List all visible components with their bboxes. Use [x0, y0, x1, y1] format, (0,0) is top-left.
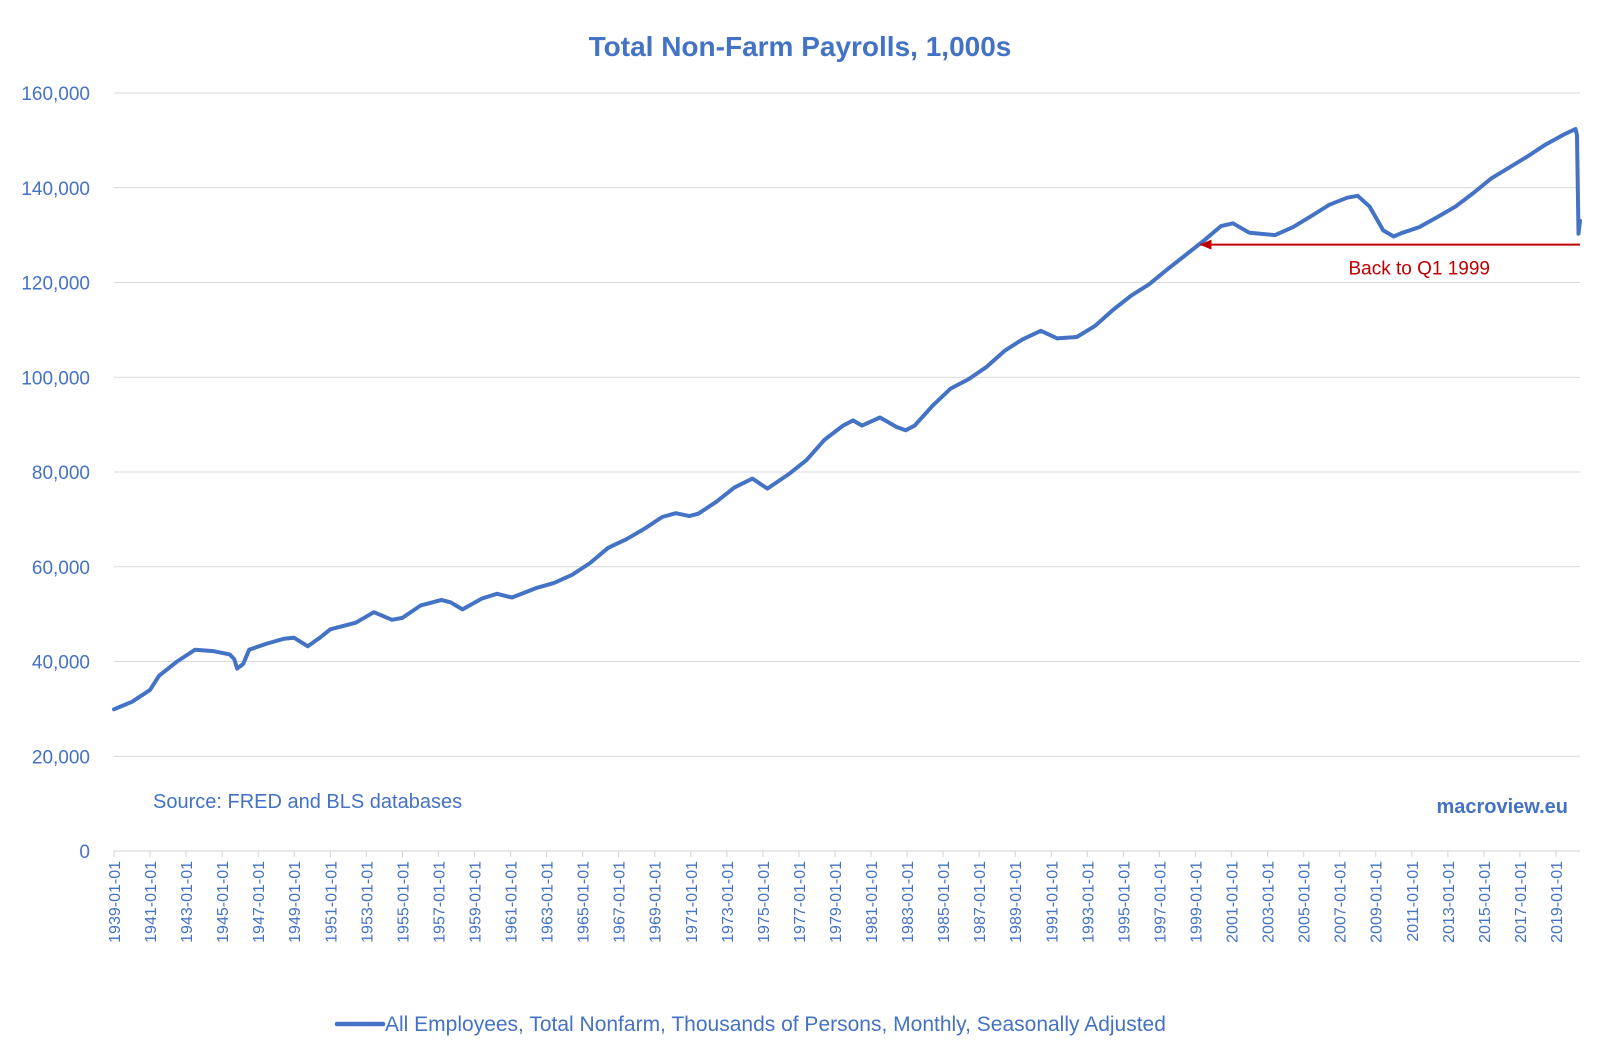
source-note: Source: FRED and BLS databases	[153, 791, 462, 813]
y-tick-label: 80,000	[32, 463, 90, 484]
y-tick-label: 40,000	[32, 653, 90, 674]
brand-watermark: macroview.eu	[1436, 796, 1568, 818]
x-tick-label: 1999-01-01	[1188, 861, 1205, 943]
x-tick-label: 1981-01-01	[864, 861, 881, 943]
x-tick-label: 1947-01-01	[251, 861, 268, 943]
x-tick-label: 1997-01-01	[1152, 861, 1169, 943]
x-tick-label: 1955-01-01	[395, 861, 412, 943]
x-tick-label: 1957-01-01	[431, 861, 448, 943]
chart-title: Total Non-Farm Payrolls, 1,000s	[589, 31, 1012, 62]
x-tick-label: 1983-01-01	[900, 861, 917, 943]
y-tick-label: 120,000	[21, 274, 90, 295]
x-tick-label: 1941-01-01	[143, 861, 160, 943]
y-tick-label: 60,000	[32, 558, 90, 579]
x-tick-label: 1991-01-01	[1044, 861, 1061, 943]
x-tick-label: 1975-01-01	[756, 861, 773, 943]
x-tick-label: 1969-01-01	[648, 861, 665, 943]
back-to-1999-label: Back to Q1 1999	[1348, 259, 1490, 280]
x-tick-label: 1979-01-01	[828, 861, 845, 943]
x-tick-label: 1973-01-01	[720, 861, 737, 943]
legend-label: All Employees, Total Nonfarm, Thousands …	[385, 1013, 1166, 1036]
x-tick-label: 2009-01-01	[1369, 861, 1386, 943]
x-tick-label: 2017-01-01	[1513, 861, 1530, 943]
x-tick-label: 2015-01-01	[1477, 861, 1494, 943]
x-tick-label: 1995-01-01	[1116, 861, 1133, 943]
x-tick-label: 1961-01-01	[504, 861, 521, 943]
y-axis-ticks: 0 20,000 40,000 60,000 80,000 100,000 120,000 1…	[21, 84, 90, 863]
y-tick-label: 160,000	[21, 84, 90, 105]
x-tick-label: 2019-01-01	[1549, 861, 1566, 943]
x-tick-label: 1945-01-01	[215, 861, 232, 943]
series-line	[112, 127, 1582, 712]
y-tick-label: 20,000	[32, 747, 90, 768]
y-tick-label: 140,000	[21, 179, 90, 200]
y-tick-label: 0	[79, 842, 90, 863]
x-tick-label: 1989-01-01	[1008, 861, 1025, 943]
x-tick-label: 1943-01-01	[179, 861, 196, 943]
x-tick-label: 1953-01-01	[359, 861, 376, 943]
x-tick-label: 2011-01-01	[1405, 861, 1422, 942]
x-tick-label: 1951-01-01	[323, 861, 340, 943]
x-tick-label: 1987-01-01	[972, 861, 989, 943]
x-tick-label: 1939-01-01	[107, 861, 124, 943]
x-tick-label: 2007-01-01	[1333, 861, 1350, 943]
x-tick-label: 2005-01-01	[1297, 861, 1314, 943]
x-tick-label: 2001-01-01	[1225, 861, 1242, 943]
x-tick-label: 1949-01-01	[287, 861, 304, 943]
x-tick-label: 1993-01-01	[1080, 861, 1097, 943]
x-tick-label: 1967-01-01	[612, 861, 629, 943]
x-axis-ticks: 1939-01-01 1941-01-01 1943-01-01 1945-01-01…	[107, 851, 1566, 943]
x-tick-label: 1971-01-01	[684, 861, 701, 943]
x-tick-label: 1985-01-01	[936, 861, 953, 943]
gridlines	[114, 92, 1580, 852]
x-tick-label: 1977-01-01	[792, 861, 809, 943]
x-tick-label: 1963-01-01	[540, 861, 557, 943]
annotation-layer: Back to Q1 1999	[1199, 239, 1580, 280]
x-tick-label: 2003-01-01	[1261, 861, 1278, 943]
series-layer	[112, 127, 1582, 712]
y-tick-label: 100,000	[21, 368, 90, 389]
x-tick-label: 2013-01-01	[1441, 861, 1458, 943]
x-tick-label: 1965-01-01	[576, 861, 593, 943]
legend: All Employees, Total Nonfarm, Thousands …	[334, 1013, 1166, 1036]
x-tick-label: 1959-01-01	[467, 861, 484, 943]
